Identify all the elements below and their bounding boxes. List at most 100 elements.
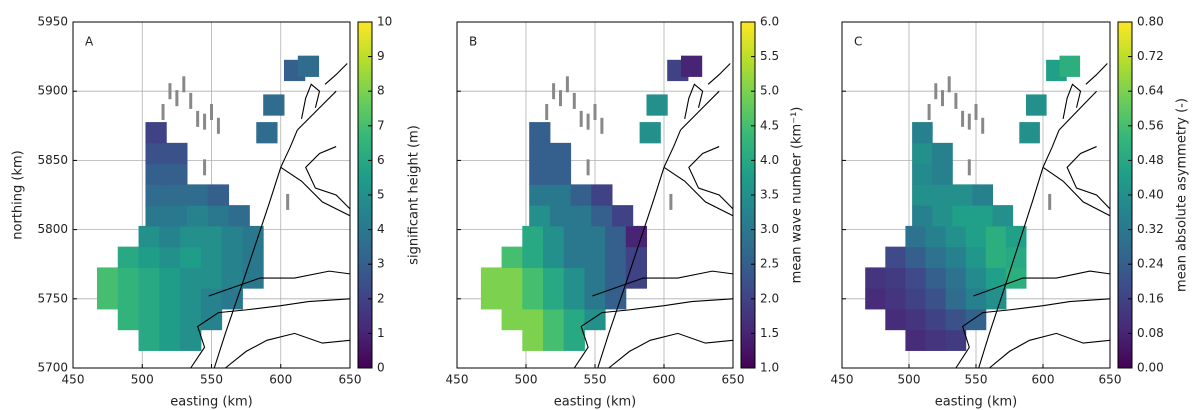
colorbar-tick-label: 1.0 (760, 361, 779, 375)
colorbar-label: mean absolute asymmetry (-) (1175, 98, 1190, 292)
x-tick-label: 500 (898, 373, 921, 387)
colorbar-tick-label: 7 (377, 118, 385, 132)
x-tick-label: 450 (831, 373, 854, 387)
y-tick-label: 5850 (37, 153, 68, 167)
wind-farm (216, 117, 220, 134)
data-cell (522, 288, 544, 310)
data-cell (228, 205, 250, 227)
data-cell (639, 122, 661, 144)
data-cell (166, 142, 188, 165)
data-cell (612, 205, 634, 227)
plot-frame (456, 21, 734, 369)
data-cell (138, 267, 160, 289)
colorbar-tick-label: 1 (377, 326, 385, 340)
x-tick-label: 600 (269, 373, 292, 387)
y-tick-label: 5800 (37, 222, 68, 236)
x-tick-label: 500 (131, 373, 154, 387)
panel-label: A (85, 35, 94, 49)
x-tick-label: 550 (584, 373, 607, 387)
data-cell (166, 163, 188, 185)
wind-farm (552, 83, 556, 100)
colorbar-tick-label: 3.5 (760, 188, 779, 202)
colorbar-tick-label: 0.16 (1137, 291, 1164, 305)
coastline (305, 146, 351, 210)
data-cell (180, 288, 202, 310)
data-cell (138, 225, 160, 248)
data-cell (501, 288, 523, 310)
data-cell (885, 267, 906, 289)
plot-frame (841, 21, 1111, 369)
data-cell (522, 267, 544, 289)
data-cell (180, 329, 202, 351)
data-cell (625, 225, 647, 248)
data-cell (1005, 267, 1027, 289)
data-cell (912, 122, 933, 144)
data-cell (159, 288, 181, 310)
x-tick-label: 450 (62, 373, 85, 387)
x-tick-label: 650 (1099, 373, 1122, 387)
data-cell (563, 308, 585, 331)
colorbar-tick-label: 4 (377, 222, 385, 236)
data-cell (563, 246, 585, 268)
data-cell (932, 163, 953, 185)
wind-farm (586, 159, 590, 176)
data-cell (905, 308, 926, 331)
coastline (190, 298, 351, 369)
data-cell (543, 246, 565, 268)
data-cell (905, 288, 926, 310)
data-cell (605, 225, 627, 248)
data-cell (549, 163, 572, 185)
data-cell (925, 267, 947, 289)
y-tick-label: 5900 (37, 84, 68, 98)
data-cell (945, 225, 967, 248)
data-cell (563, 288, 585, 310)
colorbar-tick-label: 4.5 (760, 118, 779, 132)
data-cell (180, 246, 202, 268)
data-cell (159, 225, 181, 248)
coastline (978, 129, 1060, 369)
wind-farm (967, 113, 971, 130)
data-cell (200, 225, 223, 248)
data-cell (117, 308, 140, 331)
data-cell (591, 184, 613, 206)
wind-farm (579, 110, 583, 127)
data-cell (480, 267, 503, 289)
coastline (1058, 90, 1097, 131)
colorbar-tick-label: 0.08 (1137, 326, 1164, 340)
data-cell (145, 163, 167, 185)
wind-farm (1048, 193, 1052, 210)
data-cell (529, 184, 551, 206)
data-cell (221, 246, 243, 268)
colorbar-tick-label: 6 (377, 153, 385, 167)
data-cell (522, 225, 544, 248)
colorbar-tick-label: 3 (377, 257, 385, 271)
data-cell (187, 205, 209, 227)
data-cell (570, 205, 592, 227)
wind-farm (286, 193, 290, 210)
data-cell (200, 246, 223, 268)
colorbar-tick-label: 0.48 (1137, 153, 1164, 167)
data-cell (885, 288, 906, 310)
data-cell (584, 288, 606, 310)
coastline (597, 129, 682, 369)
data-cell (925, 329, 947, 351)
wind-farm (586, 113, 590, 130)
data-cell (207, 184, 230, 206)
data-cell (646, 94, 668, 116)
data-cell (584, 267, 606, 289)
data-cell (180, 225, 202, 248)
colorbar-tick-label: 0.40 (1137, 188, 1164, 202)
data-cell (972, 205, 993, 227)
data-cell (117, 267, 140, 289)
wind-farm (947, 76, 951, 93)
x-tick-label: 500 (515, 373, 538, 387)
data-cell (905, 267, 926, 289)
data-cell (187, 184, 209, 206)
data-cell (221, 225, 243, 248)
data-cell (166, 205, 188, 227)
coastline (592, 270, 734, 297)
data-cell (992, 205, 1014, 227)
data-cell (543, 329, 565, 351)
data-cell (912, 163, 933, 185)
